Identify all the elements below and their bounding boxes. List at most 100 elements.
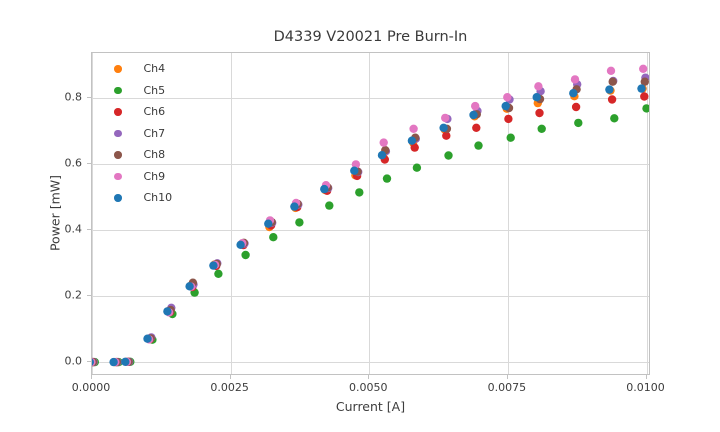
data-point-ch9: [606, 66, 616, 75]
data-point-ch9: [534, 82, 543, 91]
legend-item-ch5: Ch5: [92, 80, 172, 102]
data-point-ch10: [407, 136, 417, 145]
legend-marker-icon: [114, 86, 122, 94]
legend: Ch4 Ch5 Ch6 Ch7 Ch8 Ch9 Ch10: [92, 58, 172, 209]
data-point-ch10: [569, 89, 578, 98]
gridline-horizontal: [92, 164, 649, 166]
legend-item-ch10: Ch10: [92, 187, 172, 209]
data-point-ch6: [442, 131, 451, 140]
chart-title: D4339 V20021 Pre Burn-In: [273, 29, 468, 45]
gridline-vertical: [646, 53, 648, 374]
x-tick-label: 0.0025: [210, 381, 249, 394]
data-point-ch6: [504, 114, 513, 124]
data-point-ch10: [501, 101, 510, 111]
y-tick-mark: [87, 361, 91, 363]
data-point-ch10: [209, 261, 218, 270]
data-point-ch9: [639, 64, 648, 73]
legend-marker-icon: [114, 172, 122, 180]
legend-item-ch6: Ch6: [92, 101, 172, 123]
x-tick-mark: [91, 375, 92, 379]
data-point-ch5: [382, 174, 392, 183]
legend-item-label: Ch7: [143, 126, 166, 140]
legend-marker-icon: [114, 151, 122, 159]
y-axis-ticks: 0.0 0.2 0.4 0.6 0.8: [0, 52, 91, 375]
y-axis-label: Power [mW]: [47, 174, 63, 252]
data-point-ch5: [214, 269, 223, 278]
data-point-ch10: [264, 219, 273, 228]
data-point-ch5: [506, 133, 515, 142]
legend-marker-icon: [114, 65, 122, 73]
legend-item-label: Ch8: [143, 148, 166, 162]
x-tick-mark: [368, 375, 370, 379]
data-point-ch10: [469, 110, 478, 120]
y-tick-mark: [87, 163, 91, 165]
legend-item-label: Ch4: [143, 62, 166, 76]
scatter-points: [92, 64, 649, 367]
data-point-ch5: [412, 163, 422, 172]
data-point-ch10: [320, 184, 329, 194]
y-tick-mark: [87, 295, 91, 297]
data-point-ch10: [290, 202, 299, 211]
data-point-ch6: [410, 143, 419, 152]
data-point-ch6: [571, 102, 581, 112]
data-point-ch5: [241, 250, 250, 260]
legend-item-ch8: Ch8: [92, 144, 172, 166]
data-point-ch10: [236, 240, 245, 249]
x-axis-ticks: 0.0000 0.0025 0.0050 0.0075 0.0100: [72, 375, 665, 405]
data-point-ch5: [325, 201, 334, 210]
data-point-ch8: [608, 77, 617, 86]
data-point-ch10: [92, 358, 94, 366]
data-point-ch5: [444, 151, 453, 160]
x-tick-mark: [506, 375, 508, 379]
plot-area: Ch4 Ch5 Ch6 Ch7 Ch8 Ch9 Ch10: [91, 52, 650, 375]
y-tick-label: 0.6: [64, 156, 83, 170]
data-point-ch9: [379, 138, 388, 147]
gridline-vertical: [92, 53, 93, 374]
data-point-ch5: [269, 233, 278, 242]
data-point-ch10: [163, 307, 172, 316]
data-point-ch5: [537, 124, 546, 133]
gridline-vertical: [230, 53, 232, 374]
data-point-ch10: [637, 84, 646, 93]
data-point-ch10: [143, 334, 152, 343]
data-point-ch10: [350, 166, 359, 175]
legend-marker-icon: [114, 194, 122, 202]
x-tick-label: 0.0000: [71, 381, 111, 394]
data-point-ch9: [503, 93, 512, 102]
legend-item-label: Ch10: [143, 191, 173, 205]
data-point-ch9: [471, 101, 480, 111]
data-point-ch9: [351, 160, 361, 169]
y-tick-label: 0.8: [64, 90, 83, 104]
data-point-ch8: [640, 77, 649, 86]
gridline-horizontal: [92, 296, 649, 298]
data-point-ch5: [474, 141, 483, 150]
data-point-ch5: [574, 118, 583, 128]
legend-marker-icon: [114, 129, 122, 137]
data-point-ch6: [640, 92, 649, 101]
data-point-ch5: [610, 114, 619, 123]
x-tick-label: 0.0050: [349, 381, 388, 394]
legend-marker-icon: [114, 108, 122, 116]
data-point-ch5: [295, 218, 304, 227]
data-point-ch6: [535, 108, 544, 118]
y-tick-label: 0.2: [64, 288, 83, 302]
data-point-ch10: [109, 357, 118, 367]
legend-item-ch4: Ch4: [92, 58, 172, 80]
data-point-ch9: [441, 113, 450, 123]
data-point-ch6: [472, 123, 481, 132]
x-tick-mark: [645, 375, 647, 379]
legend-item-label: Ch6: [143, 105, 166, 119]
gridline-vertical: [507, 53, 509, 374]
data-point-ch9: [409, 124, 418, 133]
data-point-ch9: [570, 75, 580, 84]
y-tick-mark: [87, 229, 91, 231]
data-point-ch10: [377, 151, 387, 160]
data-point-ch10: [121, 357, 130, 366]
gridline-vertical: [369, 53, 371, 374]
x-axis-label: Current [A]: [335, 399, 406, 414]
data-point-ch10: [605, 85, 614, 94]
data-point-ch10: [185, 282, 194, 291]
legend-item-label: Ch5: [143, 83, 166, 97]
data-point-ch5: [355, 188, 364, 197]
gridline-horizontal: [92, 362, 649, 364]
